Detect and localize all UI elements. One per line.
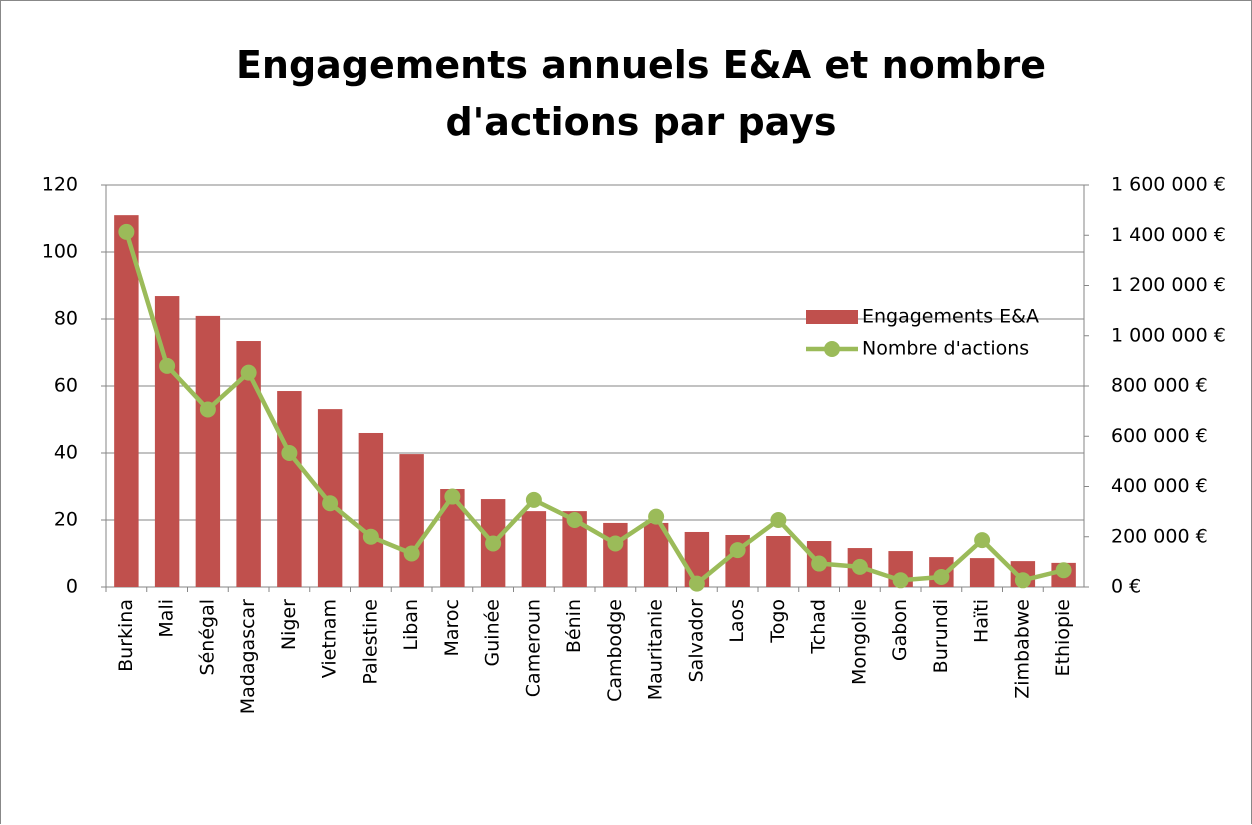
y2-tick-label: 1 400 000 € (1111, 224, 1226, 246)
legend-label: Nombre d'actions (862, 338, 1029, 360)
x-tick-label: Salvador (685, 599, 707, 683)
marker (403, 545, 420, 562)
marker (851, 558, 868, 575)
marker (159, 357, 176, 374)
y2-tick-label: 1 200 000 € (1111, 274, 1226, 296)
marker (322, 495, 339, 512)
marker (974, 532, 991, 549)
y2-tick-label: 800 000 € (1111, 375, 1208, 397)
marker (240, 364, 257, 381)
bar (277, 391, 302, 587)
x-tick-label: Madagascar (237, 599, 259, 714)
marker (485, 535, 502, 552)
x-tick-label: Burundi (930, 599, 952, 673)
x-tick-label: Bénin (563, 599, 585, 653)
bar (399, 454, 424, 587)
y2-tick-label: 1 000 000 € (1111, 324, 1226, 346)
x-tick-label: Mongolie (848, 599, 870, 685)
x-tick-label: Cameroun (522, 599, 544, 697)
x-tick-label: Togo (767, 599, 789, 644)
marker (1014, 572, 1031, 589)
y2-tick-label: 400 000 € (1111, 475, 1208, 497)
y-tick-label: 0 (66, 576, 78, 598)
x-tick-label: Palestine (359, 599, 381, 685)
x-tick-label: Niger (278, 599, 300, 650)
y-tick-label: 40 (54, 442, 78, 464)
marker (525, 491, 542, 508)
marker (362, 528, 379, 545)
x-tick-label: Mali (156, 599, 178, 638)
y-tick-label: 120 (42, 174, 78, 196)
x-tick-label: Burkina (115, 599, 137, 672)
y-tick-label: 20 (54, 509, 78, 531)
bar (521, 511, 547, 587)
bar (766, 535, 791, 587)
marker (607, 535, 624, 552)
bar (195, 315, 221, 587)
legend-label: Engagements E&A (862, 306, 1039, 328)
marker (648, 508, 665, 525)
x-tick-label: Vietnam (319, 599, 341, 678)
x-tick-label: Gabon (889, 599, 911, 661)
x-tick-label: Sénégal (196, 599, 218, 675)
legend-swatch (806, 310, 858, 324)
marker (1055, 562, 1072, 579)
legend-swatch (824, 341, 840, 357)
marker (199, 401, 216, 418)
x-tick-label: Tchad (808, 599, 830, 655)
x-tick-label: Maroc (441, 599, 463, 657)
marker (729, 542, 746, 559)
bar (358, 432, 384, 587)
x-tick-label: Cambodge (604, 599, 626, 702)
x-tick-label: Haïti (971, 599, 993, 643)
bar (603, 522, 628, 587)
x-tick-label: Zimbabwe (1011, 599, 1033, 699)
x-tick-label: Ethiopie (1052, 599, 1074, 676)
y-tick-label: 100 (42, 241, 78, 263)
x-tick-label: Guinée (482, 599, 504, 666)
y-tick-label: 80 (54, 308, 78, 330)
marker (444, 488, 461, 505)
y2-tick-label: 600 000 € (1111, 425, 1208, 447)
marker (892, 572, 909, 589)
y-tick-label: 60 (54, 375, 78, 397)
x-tick-label: Laos (726, 599, 748, 643)
marker (770, 512, 787, 528)
y2-tick-label: 1 600 000 € (1111, 174, 1226, 196)
marker (811, 555, 828, 572)
marker (566, 512, 583, 528)
y2-tick-label: 0 € (1111, 576, 1141, 598)
y2-tick-label: 200 000 € (1111, 525, 1208, 547)
marker (688, 575, 705, 592)
marker (933, 568, 950, 585)
x-tick-label: Mauritanie (645, 599, 667, 700)
marker (118, 223, 135, 240)
chart-title: Engagements annuels E&A et nombre d'acti… (235, 43, 1047, 144)
line (124, 231, 1065, 586)
bar (969, 558, 995, 587)
bar (114, 215, 139, 587)
x-tick-label: Liban (400, 599, 422, 651)
marker (281, 445, 298, 461)
